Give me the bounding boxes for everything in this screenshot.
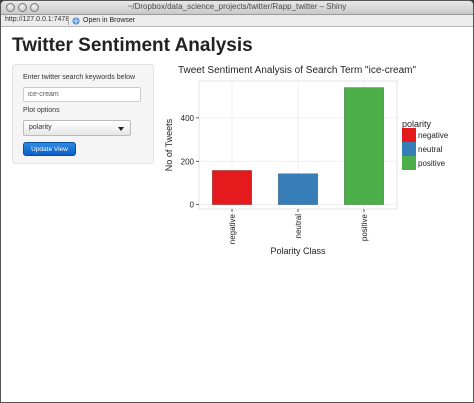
update-view-button[interactable]: Update View: [23, 142, 76, 156]
legend-label-neutral: neutral: [418, 145, 443, 154]
plot-options-select[interactable]: polarity: [23, 120, 131, 136]
window-zoom-button[interactable]: [30, 3, 39, 12]
y-axis-label: No of Tweets: [164, 118, 174, 171]
page-title: Twitter Sentiment Analysis: [12, 35, 253, 56]
y-tick-label: 400: [181, 114, 195, 123]
search-label: Enter twitter search keywords below: [23, 74, 136, 81]
x-axis-label: Polarity Class: [270, 246, 326, 256]
x-tick-label: neutral: [294, 214, 303, 239]
x-axis-ticks: negative neutral positive: [228, 209, 369, 244]
window-minimize-button[interactable]: [18, 3, 27, 12]
legend-label-negative: negative: [418, 131, 449, 140]
grid-lines: [199, 81, 397, 209]
window-title: ~/Dropbox/data_science_projects/twitter/…: [127, 2, 347, 11]
open-in-browser-label: Open in Browser: [83, 17, 136, 24]
y-axis-ticks: 0 200 400: [181, 114, 199, 210]
bar-negative: [212, 170, 252, 205]
plot-options-selected-value: polarity: [29, 124, 52, 131]
legend-swatch-positive: [402, 156, 416, 170]
legend-swatch-neutral: [402, 142, 416, 156]
y-tick-label: 0: [190, 201, 195, 210]
plot-options-label: Plot options: [23, 107, 60, 114]
x-tick-label: negative: [228, 213, 237, 244]
bars: [212, 87, 384, 205]
y-tick-label: 200: [181, 157, 195, 166]
window-titlebar: ~/Dropbox/data_science_projects/twitter/…: [1, 1, 473, 15]
bar-neutral: [278, 173, 318, 205]
viewer-toolbar: http://127.0.0.1:7478 Open in Browser: [1, 15, 473, 27]
legend-title: polarity: [402, 119, 432, 129]
plot-panel: [198, 80, 398, 210]
legend-label-positive: positive: [418, 159, 446, 168]
bar-positive: [344, 87, 384, 205]
x-tick-label: positive: [360, 213, 369, 241]
open-in-browser-button[interactable]: Open in Browser: [72, 15, 135, 26]
legend-swatch-negative: [402, 128, 416, 142]
url-label: http://127.0.0.1:7478: [5, 16, 70, 23]
window-close-button[interactable]: [6, 3, 15, 12]
chevron-down-icon: [118, 127, 124, 131]
sidebar-panel: Enter twitter search keywords below Plot…: [12, 64, 154, 164]
toolbar-divider: [68, 16, 69, 25]
legend: polarity negative neutral positive: [402, 119, 449, 170]
chart-title: Tweet Sentiment Analysis of Search Term …: [178, 65, 417, 76]
browser-icon: [72, 16, 80, 25]
search-input[interactable]: [23, 87, 141, 102]
